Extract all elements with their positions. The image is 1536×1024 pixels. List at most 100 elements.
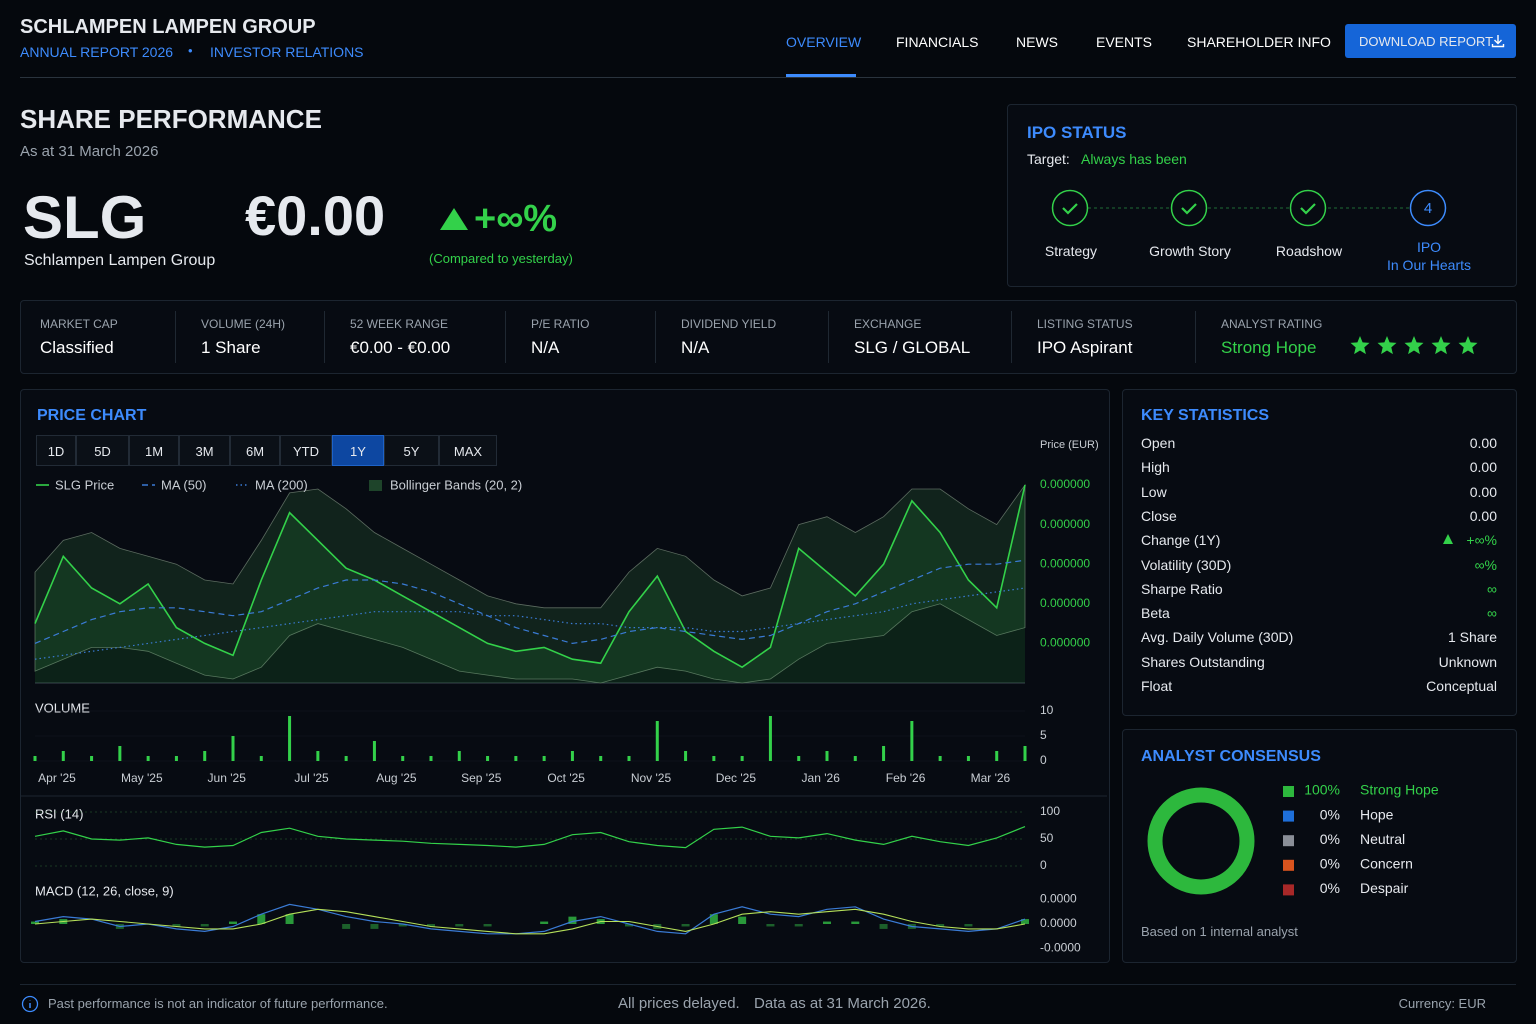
download-label[interactable]: DOWNLOAD REPORT — [1359, 34, 1494, 49]
metric-label: LISTING STATUS — [1037, 317, 1133, 331]
stat-label: Open — [1141, 435, 1176, 451]
stat-value: 0.00 — [1469, 507, 1497, 524]
metric-label: DIVIDEND YIELD — [681, 317, 777, 331]
metric-value: Classified — [40, 338, 114, 357]
range-label[interactable]: 6M — [245, 444, 265, 459]
range-label[interactable]: 3M — [195, 444, 214, 459]
nav-item[interactable]: FINANCIALS — [896, 34, 979, 50]
key-stats-panel: KEY STATISTICS Open 0.00 High 0.00 Low 0.00 Cl… — [1122, 389, 1517, 716]
range-button[interactable]: 1Y — [332, 435, 384, 466]
stat-label: Change (1Y) — [1141, 532, 1221, 549]
metric-value: €0.00 - €0.00 — [350, 338, 451, 357]
consensus-title: ANALYST CONSENSUS — [1141, 748, 1321, 765]
section-link[interactable]: INVESTOR RELATIONS — [210, 44, 364, 60]
metric-label: EXCHANGE — [854, 317, 922, 331]
data-as-at: Data as at 31 March 2026. — [754, 995, 931, 1012]
metric-value: N/A — [681, 338, 710, 357]
metric-divider — [655, 311, 656, 363]
range-button[interactable]: 6M — [230, 435, 280, 466]
stat-value: 0.00 — [1469, 435, 1497, 451]
stat-label: Volatility (30D) — [1141, 556, 1232, 573]
stat-label: Avg. Daily Volume (30D) — [1141, 629, 1294, 646]
stat-label: Beta — [1141, 605, 1170, 622]
info-icon — [21, 995, 39, 1013]
range-label[interactable]: 1M — [144, 444, 164, 459]
metric-label: ANALYST RATING — [1221, 317, 1323, 331]
share-price: €0.00 — [245, 184, 386, 247]
stat-value: 0.00 — [1469, 459, 1497, 476]
metric-label: P/E RATIO — [531, 317, 590, 331]
stat-value: ∞ — [1487, 580, 1497, 597]
range-button[interactable]: 1D — [36, 435, 76, 466]
metric-divider — [828, 311, 829, 363]
download-button[interactable]: DOWNLOAD REPORT — [1345, 24, 1516, 58]
ipo-title: IPO STATUS — [1027, 123, 1127, 142]
download-icon — [1491, 35, 1505, 48]
target-value: Always has been — [1081, 151, 1187, 167]
range-label[interactable]: 5Y — [403, 444, 420, 459]
metrics-bar: MARKET CAP Classified VOLUME (24H) 1 Share 5… — [20, 300, 1517, 374]
consensus-panel: ANALYST CONSENSUS Based on 1 internal an… — [1122, 729, 1517, 963]
metric-divider — [324, 311, 325, 363]
range-label[interactable]: 1Y — [350, 444, 366, 459]
stat-label: Close — [1141, 507, 1177, 524]
metric-divider — [1195, 311, 1196, 363]
metric-label: VOLUME (24H) — [201, 317, 286, 331]
step-label: Growth Story — [1149, 243, 1231, 259]
stat-value: 0.00 — [1469, 483, 1497, 500]
stat-label: Shares Outstanding — [1141, 653, 1265, 670]
price-chart-title: PRICE CHART — [37, 407, 147, 424]
range-label[interactable]: 1D — [47, 444, 65, 459]
metric-divider — [505, 311, 506, 363]
metric-divider — [175, 311, 176, 363]
delayed-note: All prices delayed. — [618, 995, 740, 1012]
range-button[interactable]: 1M — [129, 435, 179, 466]
key-stats-title: KEY STATISTICS — [1141, 407, 1270, 424]
step-label: Roadshow — [1275, 243, 1343, 259]
ipo-panel: IPO STATUS Target: Always has been Strat… — [1007, 104, 1517, 287]
report-link[interactable]: ANNUAL REPORT 2026 — [20, 44, 174, 60]
metric-label: 52 WEEK RANGE — [350, 317, 449, 331]
section-title: SHARE PERFORMANCE — [20, 104, 322, 134]
stat-label: Sharpe Ratio — [1141, 580, 1223, 597]
company-name: Schlampen Lampen Group — [24, 252, 216, 269]
stat-value: 1 Share — [1447, 629, 1497, 646]
metric-label: MARKET CAP — [40, 317, 118, 331]
metric-value: SLG / GLOBAL — [854, 338, 971, 357]
footer-rule — [20, 984, 1516, 985]
separator-dot: • — [188, 43, 193, 58]
stat-label: High — [1141, 459, 1170, 476]
metric-value: 1 Share — [201, 338, 261, 357]
range-label[interactable]: YTD — [293, 444, 319, 459]
price-change: +∞% — [474, 198, 558, 240]
range-button[interactable]: 3M — [179, 435, 230, 466]
range-label[interactable]: 5D — [94, 444, 111, 459]
disclaimer: Past performance is not an indicator of … — [48, 996, 388, 1011]
metric-value: Strong Hope — [1221, 338, 1317, 357]
stat-value: Unknown — [1438, 653, 1497, 670]
range-button[interactable]: YTD — [280, 435, 332, 466]
range-button[interactable]: 5Y — [384, 435, 439, 466]
nav-item[interactable]: NEWS — [1016, 34, 1058, 50]
header-rule — [20, 77, 1516, 78]
stat-value: +∞% — [1466, 532, 1497, 549]
stat-value: ∞% — [1474, 556, 1497, 573]
as-at: As at 31 March 2026 — [20, 143, 159, 160]
target-label: Target: — [1027, 151, 1070, 167]
nav-item[interactable]: OVERVIEW — [786, 34, 862, 50]
stat-value: ∞ — [1487, 605, 1497, 622]
stat-value: Conceptual — [1426, 678, 1497, 694]
up-arrow — [440, 208, 468, 230]
active-tab-underline — [786, 74, 856, 77]
currency: Currency: EUR — [1398, 996, 1486, 1011]
metric-value: N/A — [531, 338, 560, 357]
range-button[interactable]: 5D — [76, 435, 129, 466]
range-button[interactable]: MAX — [439, 435, 497, 466]
nav-item[interactable]: EVENTS — [1096, 34, 1153, 50]
ticker: SLG — [23, 184, 147, 251]
range-label[interactable]: MAX — [453, 444, 483, 459]
company-title: SCHLAMPEN LAMPEN GROUP — [20, 16, 316, 38]
step-label: IPO — [1416, 239, 1442, 255]
nav-item[interactable]: SHAREHOLDER INFO — [1187, 34, 1331, 50]
